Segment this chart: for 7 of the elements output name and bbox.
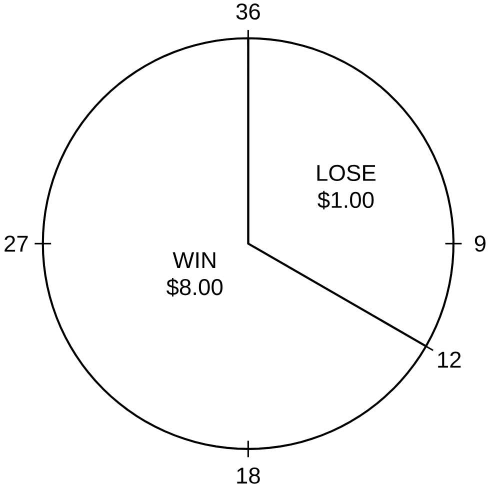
slice-label: LOSE $1.00 <box>317 164 376 210</box>
text: 9 <box>474 235 486 252</box>
slice-label: WIN $8.00 <box>166 252 223 296</box>
text: 18 <box>237 467 260 484</box>
text: 12 <box>438 352 461 368</box>
text: 36 <box>236 3 260 20</box>
text: 27 <box>4 236 28 252</box>
